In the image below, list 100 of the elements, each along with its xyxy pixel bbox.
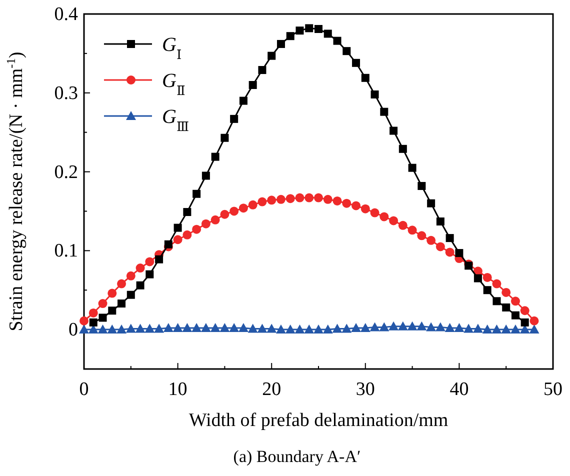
- point: [322, 324, 333, 334]
- point: [351, 322, 362, 332]
- point: [416, 321, 427, 330]
- point: [492, 297, 501, 306]
- point: [257, 324, 268, 333]
- point: [238, 204, 248, 213]
- point: [472, 324, 483, 333]
- text: (a) Boundary A-A′: [233, 447, 361, 466]
- point: [154, 324, 164, 333]
- point: [501, 324, 512, 334]
- point: [296, 26, 304, 35]
- point: [200, 322, 211, 332]
- point: [172, 322, 183, 332]
- point: [426, 236, 436, 245]
- point: [135, 324, 146, 333]
- point: [117, 279, 126, 288]
- point: [408, 226, 417, 235]
- x-tick-label: 50: [544, 379, 562, 400]
- point: [276, 40, 285, 48]
- point: [455, 249, 464, 258]
- point: [380, 108, 388, 116]
- legend-label: G$_{Ⅰ}$: [162, 34, 182, 62]
- point: [342, 198, 352, 208]
- point: [108, 288, 117, 298]
- point: [126, 290, 135, 299]
- point: [314, 24, 322, 33]
- point: [492, 279, 502, 288]
- point: [370, 208, 380, 218]
- point: [295, 193, 304, 202]
- point: [268, 52, 276, 60]
- point: [398, 321, 408, 330]
- point: [136, 281, 144, 290]
- point: [408, 164, 416, 172]
- point: [145, 257, 154, 266]
- point: [418, 182, 426, 190]
- point: [474, 274, 482, 282]
- y-tick-label: 0.2: [54, 162, 78, 183]
- point: [435, 322, 446, 332]
- point: [220, 322, 230, 332]
- point: [324, 30, 332, 38]
- point: [388, 321, 399, 330]
- point: [144, 324, 155, 333]
- point: [370, 90, 379, 98]
- point: [276, 324, 286, 334]
- point: [445, 248, 454, 257]
- point: [248, 81, 257, 89]
- point: [361, 74, 370, 82]
- point: [266, 324, 277, 333]
- point: [192, 322, 202, 332]
- point: [126, 271, 136, 280]
- point: [239, 96, 248, 105]
- point: [108, 306, 116, 315]
- point: [314, 193, 323, 202]
- point: [304, 193, 314, 202]
- point: [229, 322, 240, 332]
- point: [248, 200, 258, 210]
- point: [398, 144, 407, 153]
- point: [436, 242, 445, 252]
- point: [342, 324, 352, 333]
- point: [118, 300, 126, 308]
- point: [80, 316, 88, 326]
- point: [88, 308, 98, 318]
- point: [286, 194, 295, 204]
- x-tick-label: 10: [168, 379, 188, 400]
- point: [89, 318, 98, 326]
- point: [126, 324, 136, 333]
- point: [98, 314, 107, 322]
- point: [314, 324, 324, 334]
- point: [210, 322, 220, 332]
- point: [417, 231, 426, 240]
- point: [286, 32, 294, 40]
- y-tick-label: 0: [68, 320, 78, 341]
- point: [389, 216, 398, 226]
- point: [520, 306, 530, 316]
- point: [220, 134, 229, 142]
- point: [464, 324, 474, 333]
- point: [276, 194, 286, 204]
- point: [146, 270, 154, 278]
- x-axis-title: Width of prefab delamination/mm: [188, 410, 448, 431]
- point: [79, 324, 89, 334]
- point: [332, 324, 342, 333]
- point: [98, 299, 108, 308]
- point: [116, 324, 127, 334]
- point: [182, 230, 192, 240]
- point: [483, 286, 492, 294]
- point: [136, 264, 145, 273]
- point: [174, 224, 182, 232]
- point: [398, 220, 408, 230]
- point: [390, 126, 398, 135]
- point: [285, 324, 296, 334]
- point: [352, 201, 361, 210]
- point: [238, 322, 248, 332]
- point: [88, 324, 98, 334]
- point: [360, 204, 370, 214]
- legend-label: G$_{Ⅱ}$: [162, 70, 186, 98]
- point: [230, 206, 239, 216]
- point: [436, 217, 444, 226]
- point: [323, 194, 332, 204]
- point: [530, 316, 539, 326]
- point: [360, 322, 370, 332]
